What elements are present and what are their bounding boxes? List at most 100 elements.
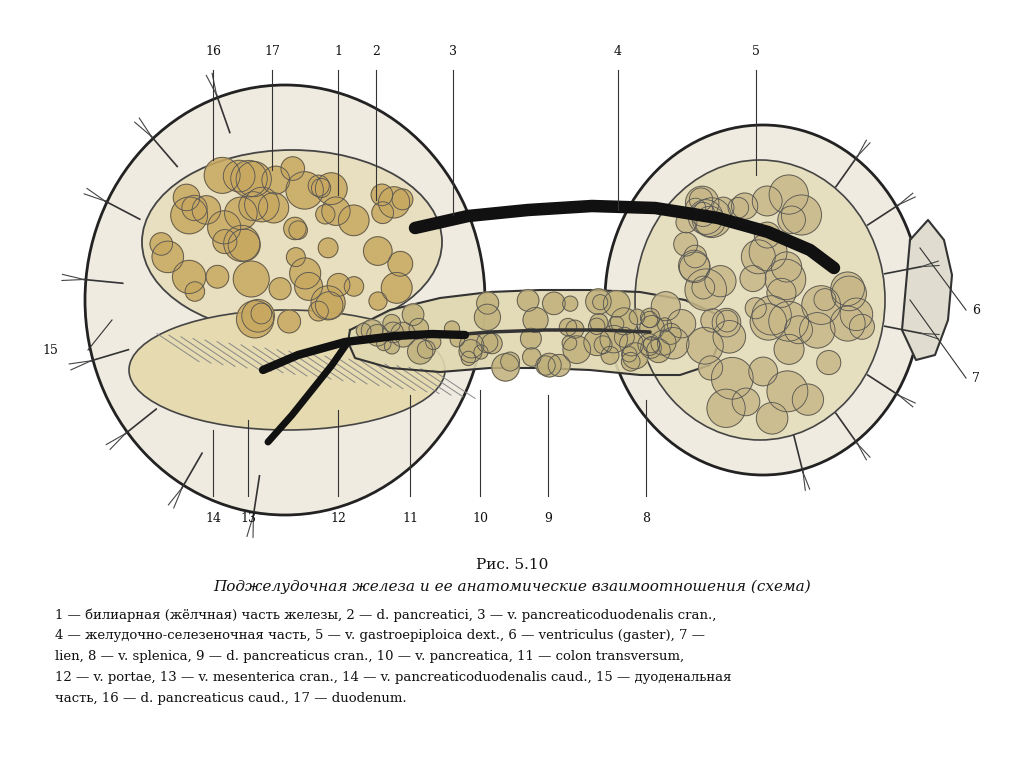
Circle shape [623, 343, 648, 369]
Text: 5: 5 [752, 45, 760, 58]
Circle shape [559, 318, 577, 336]
Circle shape [522, 347, 541, 367]
Circle shape [392, 189, 413, 210]
Circle shape [543, 292, 565, 314]
Circle shape [716, 310, 738, 332]
Circle shape [778, 206, 806, 234]
Circle shape [685, 269, 726, 311]
Circle shape [371, 184, 393, 206]
Circle shape [840, 298, 872, 331]
Circle shape [676, 212, 697, 233]
Circle shape [589, 318, 605, 334]
Circle shape [562, 296, 578, 311]
Circle shape [700, 309, 724, 332]
Circle shape [230, 160, 267, 197]
Text: 12 — v. portae, 13 — v. mesenterica cran., 14 — v. pancreaticoduodenalis caud., : 12 — v. portae, 13 — v. mesenterica cran… [55, 671, 731, 684]
Circle shape [771, 252, 802, 282]
Circle shape [641, 337, 662, 358]
Circle shape [384, 339, 399, 354]
Circle shape [643, 337, 659, 353]
Circle shape [713, 197, 734, 219]
Circle shape [740, 265, 766, 291]
Circle shape [698, 356, 723, 380]
Circle shape [228, 229, 260, 261]
Text: 4: 4 [614, 45, 622, 58]
Circle shape [289, 221, 307, 239]
Text: 1 — билиарная (жёлчная) часть железы, 2 — d. pancreatici, 3 — v. pancreaticoduod: 1 — билиарная (жёлчная) часть железы, 2 … [55, 608, 717, 621]
Circle shape [692, 276, 715, 299]
Circle shape [476, 292, 499, 314]
Circle shape [338, 205, 369, 235]
Circle shape [563, 336, 591, 364]
Circle shape [369, 292, 387, 310]
Circle shape [689, 188, 713, 211]
Circle shape [315, 205, 335, 224]
Text: 1: 1 [334, 45, 342, 58]
Ellipse shape [142, 150, 442, 334]
Circle shape [679, 250, 710, 281]
Circle shape [749, 357, 777, 386]
Circle shape [641, 311, 657, 328]
Circle shape [367, 324, 388, 346]
Text: 13: 13 [240, 512, 256, 525]
Circle shape [311, 179, 331, 198]
Circle shape [707, 389, 745, 427]
Circle shape [538, 354, 561, 377]
Text: 8: 8 [642, 512, 650, 525]
Circle shape [287, 248, 305, 267]
Circle shape [418, 341, 435, 358]
Circle shape [318, 238, 338, 258]
Circle shape [830, 272, 864, 305]
Circle shape [233, 261, 269, 297]
Circle shape [474, 304, 501, 331]
Circle shape [732, 388, 760, 416]
Circle shape [315, 291, 343, 319]
Circle shape [308, 175, 330, 196]
Text: часть, 16 — d. pancreaticus caud., 17 — duodenum.: часть, 16 — d. pancreaticus caud., 17 — … [55, 692, 407, 705]
Circle shape [173, 184, 200, 211]
Text: 7: 7 [972, 371, 980, 384]
Text: 14: 14 [205, 512, 221, 525]
Circle shape [590, 314, 608, 331]
Text: 12: 12 [330, 512, 346, 525]
Circle shape [213, 229, 237, 254]
Circle shape [793, 384, 823, 415]
Circle shape [477, 332, 498, 353]
Circle shape [688, 199, 723, 235]
Circle shape [426, 334, 441, 350]
Circle shape [152, 241, 183, 272]
Circle shape [286, 172, 324, 209]
Circle shape [657, 318, 672, 332]
Circle shape [741, 240, 775, 274]
Text: Поджелудочная железа и ее анатомические взаимоотношения (схема): Поджелудочная железа и ее анатомические … [213, 580, 811, 594]
Circle shape [769, 175, 808, 214]
Circle shape [752, 296, 792, 335]
Circle shape [281, 156, 304, 180]
Circle shape [239, 192, 267, 221]
Circle shape [629, 309, 645, 324]
Circle shape [753, 186, 782, 216]
Circle shape [640, 315, 665, 340]
Text: Рис. 5.10: Рис. 5.10 [476, 558, 548, 572]
Circle shape [600, 325, 628, 353]
Circle shape [520, 328, 542, 349]
Circle shape [781, 195, 821, 235]
Circle shape [685, 186, 719, 219]
Circle shape [284, 217, 306, 240]
Circle shape [603, 291, 630, 317]
Circle shape [686, 328, 723, 364]
Circle shape [251, 303, 271, 324]
Circle shape [182, 196, 207, 221]
Circle shape [344, 277, 364, 296]
Text: 4 — желудочно-селезеночная часть, 5 — v. gastroepiploica dext., 6 — ventriculus : 4 — желудочно-селезеночная часть, 5 — v.… [55, 629, 705, 642]
Circle shape [850, 314, 874, 339]
Circle shape [204, 157, 241, 193]
Circle shape [383, 322, 403, 343]
Circle shape [536, 356, 555, 375]
Circle shape [769, 301, 809, 341]
Circle shape [608, 316, 624, 331]
Circle shape [322, 197, 350, 225]
Circle shape [657, 328, 689, 359]
Ellipse shape [85, 85, 485, 515]
Circle shape [765, 259, 806, 300]
